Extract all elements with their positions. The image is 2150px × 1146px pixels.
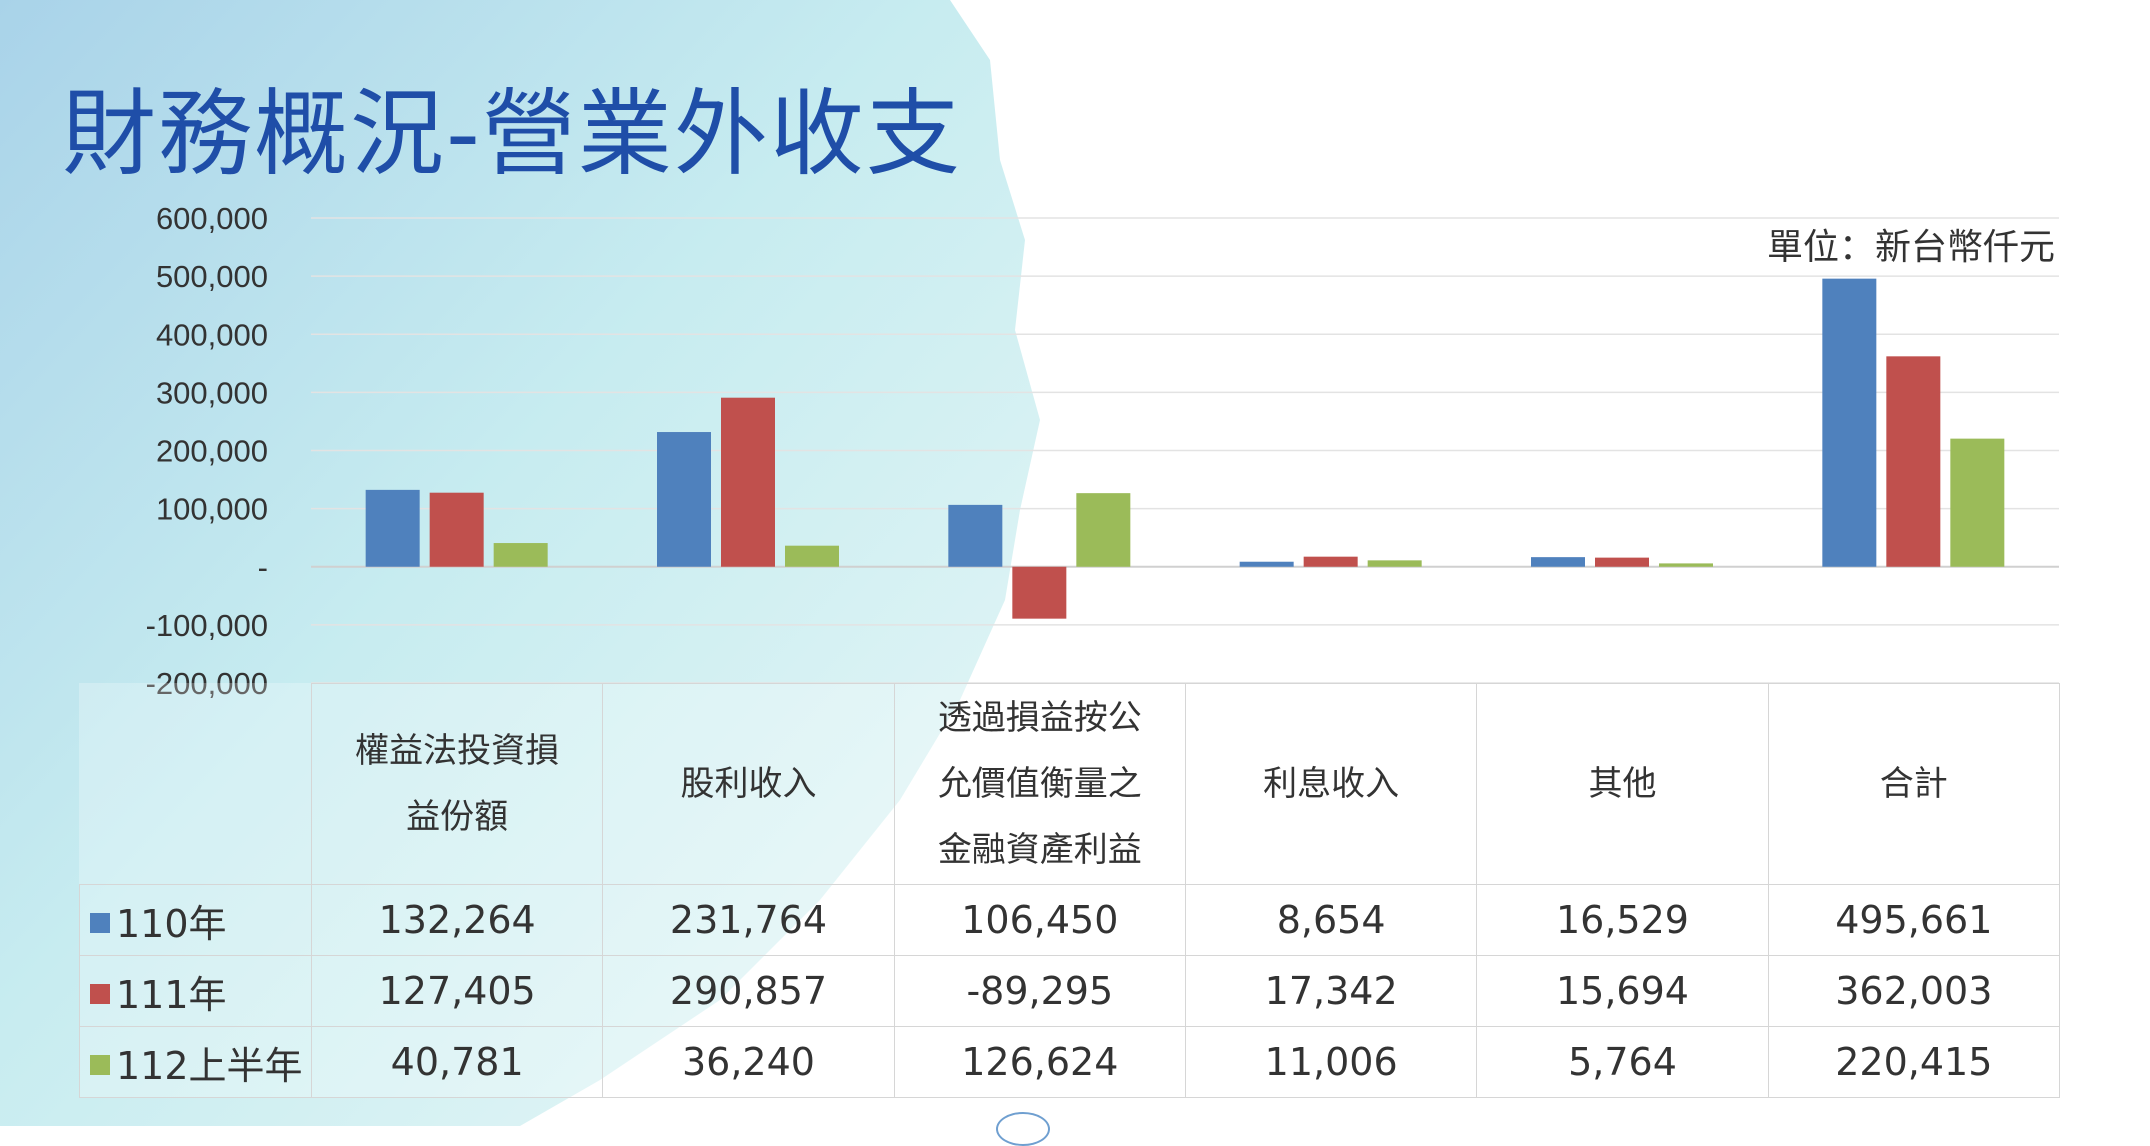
y-tick-label: 100,000 — [156, 492, 268, 527]
bar-1-3 — [948, 504, 1003, 567]
bar-3-1 — [493, 543, 548, 567]
table-cell: 15,694 — [1476, 955, 1769, 1027]
legend-swatch — [90, 1055, 110, 1075]
legend-entry: 110年 — [79, 884, 312, 956]
bars — [365, 278, 2005, 619]
bar-3-6 — [1950, 438, 2005, 567]
y-axis-tick-labels: 600,000 500,000 400,000 300,000 200,000 100,0… — [146, 201, 268, 701]
bar-2-5 — [1595, 557, 1649, 567]
category-header-row: 權益法投資損 益份額 股利收入 透過損益按公 允價值衡量之 金融資產利益 利息收入 其他 合計 — [79, 683, 2060, 885]
category-header: 股利收入 — [602, 683, 895, 885]
table-cell: 132,264 — [310, 884, 604, 956]
table-cell: 362,003 — [1767, 955, 2060, 1027]
unit-note: 單位：新台幣仟元 — [1766, 227, 2055, 268]
table-cell: 11,006 — [1184, 1026, 1478, 1098]
bar-3-2 — [785, 545, 839, 567]
category-header: 權益法投資損 益份額 — [310, 683, 604, 885]
table-row: 110年 132,264 231,764 106,450 8,654 16,529 495,… — [79, 884, 2060, 956]
category-header: 其他 — [1476, 683, 1769, 885]
bar-1-5 — [1531, 557, 1585, 567]
data-table: 權益法投資損 益份額 股利收入 透過損益按公 允價值衡量之 金融資產利益 利息收入 其他 合計 … — [79, 683, 2060, 1098]
bar-3-4 — [1367, 560, 1422, 567]
bar-2-1 — [429, 492, 484, 567]
category-label-line: 益份額 — [406, 797, 509, 837]
category-label-line: 合計 — [1879, 764, 1948, 804]
category-label-line: 透過損益按公 — [937, 698, 1142, 738]
table-corner — [79, 683, 312, 885]
bar-3-3 — [1076, 493, 1131, 567]
y-tick-label: 400,000 — [156, 317, 268, 352]
bar-1-2 — [657, 432, 711, 567]
category-label-line: 權益法投資損 — [355, 731, 560, 771]
logo-seal — [996, 1112, 1050, 1146]
bar-3-5 — [1659, 563, 1713, 567]
page-title: 財務概況-營業外收支 — [62, 80, 962, 189]
category-label-line: 利息收入 — [1263, 764, 1400, 804]
category-label-line: 金融資產利益 — [937, 830, 1142, 870]
series-name: 112上半年 — [116, 1043, 303, 1088]
gridlines — [311, 217, 2059, 684]
table-cell: 8,654 — [1184, 884, 1478, 956]
bar-1-1 — [365, 489, 420, 567]
series-name: 110年 — [116, 901, 227, 946]
legend-swatch — [90, 984, 110, 1004]
table-cell: -89,295 — [893, 955, 1186, 1027]
bar-1-6 — [1822, 278, 1877, 567]
category-label-line: 股利收入 — [680, 764, 817, 804]
y-tick-label: 300,000 — [156, 375, 268, 410]
legend-swatch — [90, 913, 110, 933]
bar-1-4 — [1239, 561, 1294, 567]
y-tick-label: 500,000 — [156, 259, 268, 294]
category-label-line: 允價值衡量之 — [937, 764, 1142, 804]
y-tick-label: - — [258, 550, 268, 585]
series-name: 111年 — [116, 972, 227, 1017]
table-cell: 220,415 — [1767, 1026, 2060, 1098]
bar-2-6 — [1886, 356, 1941, 567]
category-header: 透過損益按公 允價值衡量之 金融資產利益 — [893, 683, 1186, 885]
y-tick-label: 200,000 — [156, 434, 268, 469]
bar-2-3 — [1012, 566, 1067, 619]
category-header: 利息收入 — [1184, 683, 1478, 885]
category-header: 合計 — [1767, 683, 2060, 885]
table-cell: 126,624 — [893, 1026, 1186, 1098]
table-cell: 290,857 — [602, 955, 895, 1027]
table-cell: 127,405 — [310, 955, 604, 1027]
table-cell: 495,661 — [1767, 884, 2060, 956]
table-row: 111年 127,405 290,857 -89,295 17,342 15,694 362… — [79, 955, 2060, 1027]
table-row: 112上半年 40,781 36,240 126,624 11,006 5,764 220,… — [79, 1026, 2060, 1098]
table-cell: 106,450 — [893, 884, 1186, 956]
legend-entry: 112上半年 — [79, 1026, 312, 1098]
legend-entry: 111年 — [79, 955, 312, 1027]
table-cell: 16,529 — [1476, 884, 1769, 956]
table-cell: 5,764 — [1476, 1026, 1769, 1098]
table-cell: 231,764 — [602, 884, 895, 956]
bar-2-2 — [721, 397, 775, 567]
category-label-line: 其他 — [1588, 764, 1657, 804]
table-cell: 36,240 — [602, 1026, 895, 1098]
table-cell: 40,781 — [310, 1026, 604, 1098]
y-tick-label: -100,000 — [146, 608, 268, 643]
bar-2-4 — [1303, 556, 1358, 567]
y-tick-label: 600,000 — [156, 201, 268, 236]
table-cell: 17,342 — [1184, 955, 1478, 1027]
